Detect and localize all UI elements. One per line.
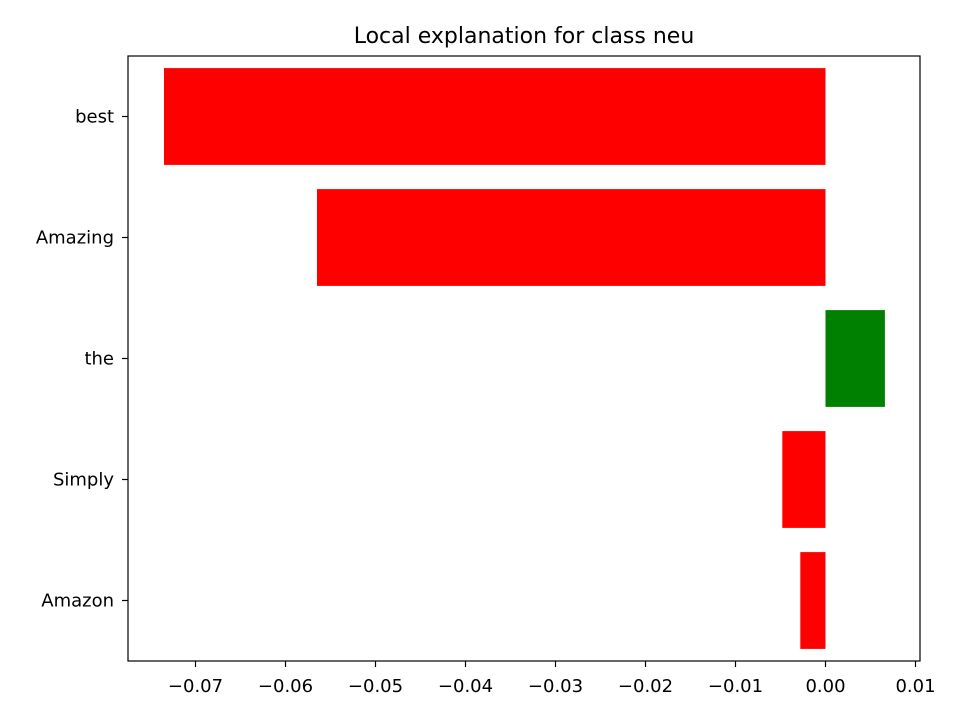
y-tick-label: best [75,107,114,128]
x-tick-label: −0.06 [258,676,313,697]
chart-title: Local explanation for class neu [354,24,695,49]
bar-amazing [317,189,826,286]
bar-best [164,68,826,165]
y-tick-label: Simply [53,470,114,491]
bar-amazon [800,552,826,649]
y-tick-label: Amazon [41,591,114,612]
x-tick-label: 0.00 [805,676,845,697]
x-tick-label: −0.04 [438,676,493,697]
x-tick-label: −0.07 [168,676,223,697]
x-axis: −0.07 −0.06 −0.05 −0.04 −0.03 −0.02 −0.01 0.00 0… [168,661,936,697]
bar-simply [782,431,826,528]
x-tick-label: −0.01 [708,676,763,697]
x-tick-label: −0.03 [528,676,583,697]
y-tick-label: Amazing [36,228,114,249]
y-tick-label: the [84,349,114,370]
x-tick-label: −0.05 [348,676,403,697]
x-tick-label: 0.01 [895,676,935,697]
x-tick-label: −0.02 [618,676,673,697]
y-axis: best Amazing the Simply Amazon [36,107,128,612]
bars-group [164,68,885,649]
plot-frame [127,55,921,662]
bar-the [825,310,885,407]
